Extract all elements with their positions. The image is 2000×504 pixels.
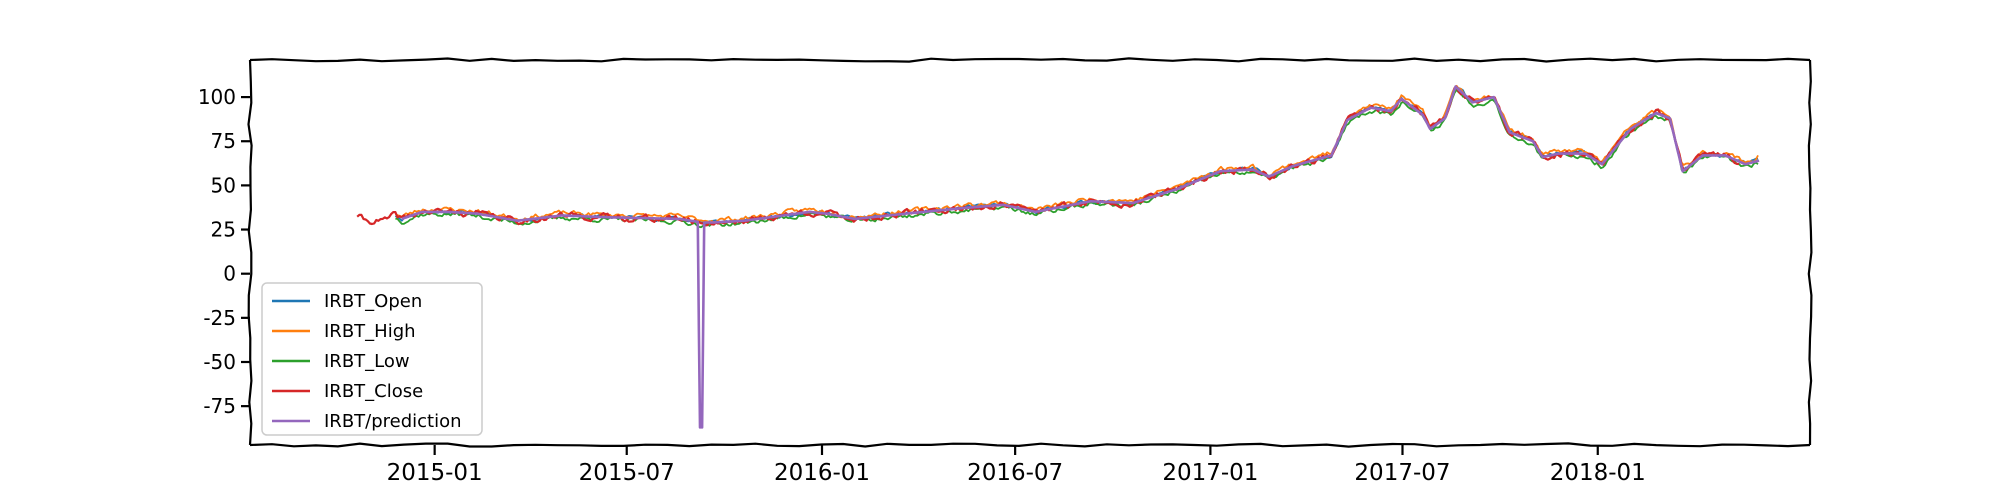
axis-left-spine bbox=[247, 59, 253, 446]
y-tick-label: -75 bbox=[203, 394, 236, 418]
x-tick-label: 2015-07 bbox=[579, 460, 675, 486]
x-tick-label: 2017-07 bbox=[1354, 460, 1450, 486]
y-tick-label: 50 bbox=[211, 173, 236, 197]
x-tick-label: 2017-01 bbox=[1162, 460, 1258, 486]
legend-label: IRBT_Close bbox=[324, 381, 423, 402]
legend-label: IRBT/prediction bbox=[324, 411, 462, 432]
axes-layer: 100 75 50 25 0 -25 -50 -75 2015-01 2015-07 2016-01… bbox=[198, 57, 1813, 486]
y-tick-label: 25 bbox=[211, 218, 236, 242]
y-tick-label: -25 bbox=[203, 306, 236, 330]
series-line-irbt-close bbox=[356, 86, 1740, 227]
series-line-irbt-prediction bbox=[401, 85, 1760, 429]
legend-label: IRBT_High bbox=[324, 321, 416, 342]
legend-label: IRBT_Low bbox=[324, 351, 410, 372]
series-layer bbox=[356, 84, 1760, 429]
y-tick-label: 75 bbox=[211, 129, 236, 153]
x-tick-label: 2016-01 bbox=[774, 460, 870, 486]
x-tick-label: 2015-01 bbox=[387, 460, 483, 486]
axis-top-spine bbox=[249, 57, 1811, 63]
x-tick-label: 2016-07 bbox=[967, 460, 1063, 486]
y-tick-label: 0 bbox=[223, 262, 236, 286]
legend-box bbox=[261, 282, 483, 436]
legend-label: IRBT_Open bbox=[324, 291, 422, 312]
y-tick-label: 100 bbox=[198, 85, 236, 109]
axis-right-spine bbox=[1807, 59, 1813, 446]
legend: IRBT_Open IRBT_High IRBT_Low IRBT_Close IRBT… bbox=[261, 282, 483, 436]
x-tick-label: 2018-01 bbox=[1550, 460, 1646, 486]
axis-bottom-spine bbox=[249, 442, 1811, 448]
y-tick-label: -50 bbox=[203, 350, 236, 374]
